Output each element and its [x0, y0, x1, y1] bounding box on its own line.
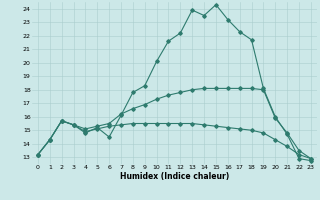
X-axis label: Humidex (Indice chaleur): Humidex (Indice chaleur)	[120, 172, 229, 181]
